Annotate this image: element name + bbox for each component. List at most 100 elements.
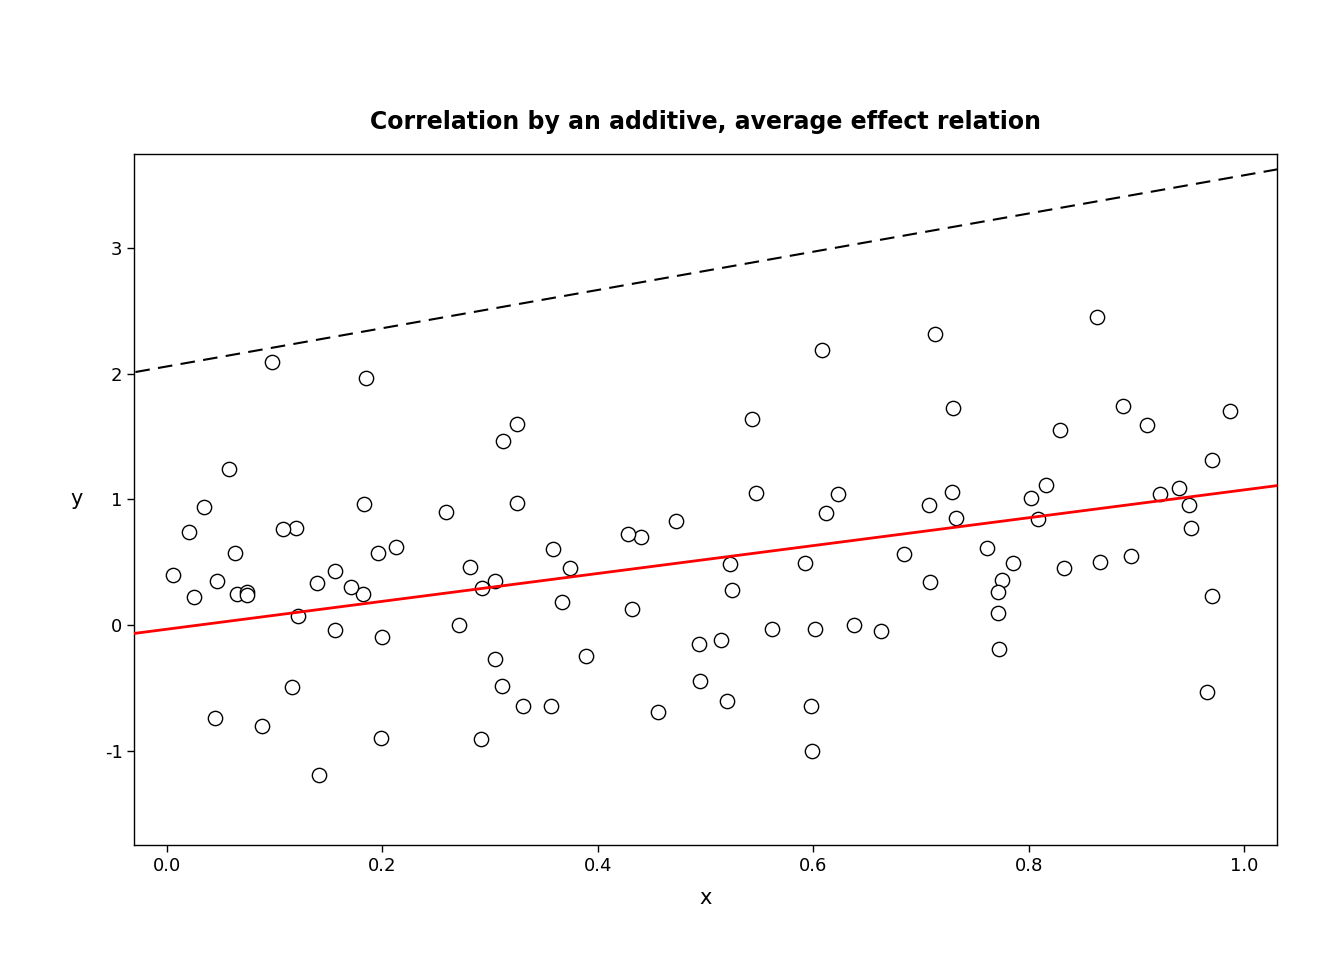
Point: [1003, 556, 1024, 571]
Point: [1035, 477, 1056, 492]
Point: [470, 580, 492, 595]
Point: [340, 580, 362, 595]
Point: [458, 559, 480, 574]
Point: [226, 586, 247, 601]
Point: [665, 514, 687, 529]
Point: [804, 621, 825, 636]
Point: [722, 582, 743, 597]
Point: [719, 557, 741, 572]
Point: [507, 417, 528, 432]
Point: [1219, 403, 1241, 419]
Point: [716, 693, 738, 708]
Point: [355, 370, 376, 385]
Point: [1136, 418, 1157, 433]
Point: [235, 588, 257, 603]
Point: [688, 636, 710, 652]
Point: [559, 561, 581, 576]
Point: [367, 545, 388, 561]
Point: [484, 573, 505, 588]
Point: [370, 730, 391, 745]
Point: [219, 461, 241, 476]
Point: [551, 594, 573, 610]
Point: [992, 572, 1013, 588]
Point: [816, 506, 837, 521]
Point: [1202, 588, 1223, 604]
Point: [179, 524, 200, 540]
Y-axis label: y: y: [71, 490, 83, 509]
Point: [371, 629, 392, 644]
Point: [761, 621, 782, 636]
Point: [470, 732, 492, 747]
Point: [745, 485, 766, 500]
Title: Correlation by an additive, average effect relation: Correlation by an additive, average effe…: [370, 109, 1042, 133]
Point: [801, 743, 823, 758]
Point: [507, 495, 528, 511]
Point: [988, 641, 1009, 657]
Point: [1020, 491, 1042, 506]
Point: [273, 521, 294, 537]
Point: [484, 652, 505, 667]
Point: [843, 617, 864, 633]
Point: [976, 540, 997, 556]
Point: [1090, 554, 1111, 569]
Point: [194, 499, 215, 515]
Point: [204, 710, 226, 726]
Point: [324, 563, 345, 578]
Point: [449, 617, 470, 633]
Point: [986, 606, 1008, 621]
Point: [183, 589, 204, 605]
Point: [648, 704, 669, 719]
Point: [1202, 452, 1223, 468]
Point: [1196, 684, 1218, 700]
Point: [925, 326, 946, 342]
Point: [285, 520, 306, 536]
Point: [945, 510, 966, 525]
Point: [1121, 549, 1142, 564]
Point: [492, 434, 513, 449]
Point: [810, 343, 832, 358]
Point: [828, 486, 849, 501]
Point: [575, 648, 597, 663]
Point: [353, 496, 375, 512]
Point: [710, 633, 731, 648]
Point: [1168, 480, 1189, 495]
Point: [988, 584, 1009, 599]
Point: [512, 698, 534, 713]
Point: [870, 623, 891, 638]
Point: [237, 585, 258, 600]
Point: [942, 484, 964, 499]
Point: [384, 540, 406, 555]
Point: [689, 673, 711, 688]
Point: [919, 574, 941, 589]
Point: [1180, 519, 1202, 535]
Point: [1086, 309, 1107, 324]
Point: [224, 545, 246, 561]
Point: [161, 567, 183, 583]
Point: [308, 768, 329, 783]
Point: [435, 504, 457, 519]
Point: [306, 575, 328, 590]
X-axis label: x: x: [699, 889, 712, 908]
Point: [1149, 486, 1171, 501]
Point: [491, 679, 512, 694]
Point: [741, 411, 762, 426]
Point: [1050, 422, 1071, 438]
Point: [352, 587, 374, 602]
Point: [801, 698, 823, 713]
Point: [1027, 512, 1048, 527]
Point: [1113, 398, 1134, 414]
Point: [942, 400, 964, 416]
Point: [621, 602, 642, 617]
Point: [1054, 560, 1075, 575]
Point: [794, 556, 816, 571]
Point: [281, 679, 302, 694]
Point: [540, 699, 562, 714]
Point: [894, 546, 915, 562]
Point: [251, 719, 273, 734]
Point: [543, 541, 564, 557]
Point: [206, 573, 227, 588]
Point: [1179, 497, 1200, 513]
Point: [261, 354, 282, 370]
Point: [324, 622, 345, 637]
Point: [288, 608, 309, 623]
